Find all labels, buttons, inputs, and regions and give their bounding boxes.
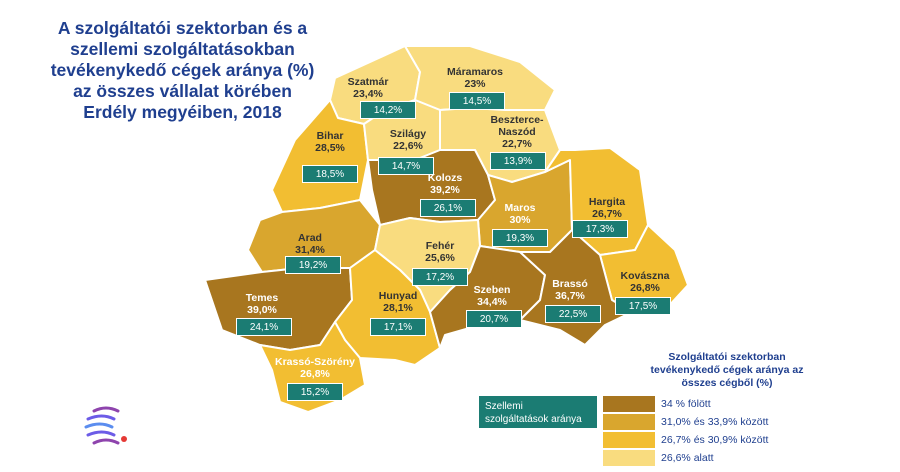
intellectual-share-badge: 19,2% xyxy=(285,256,341,274)
intellectual-share-badge: 18,5% xyxy=(302,165,358,183)
county-name: Kovászna xyxy=(620,270,670,282)
title-line: Erdély megyéiben, 2018 xyxy=(83,102,282,122)
service-share: 22,7% xyxy=(502,138,532,150)
legend-title-line: összes cégből (%) xyxy=(681,377,773,389)
map-title: A szolgáltatói szektorban és a szellemi … xyxy=(20,18,345,123)
label-arad: Arad 31,4% xyxy=(280,232,340,256)
label-krasso: Krassó-Szörény 26,8% xyxy=(270,356,360,380)
intellectual-share-badge: 14,5% xyxy=(449,92,505,110)
legend-swatch xyxy=(603,450,655,466)
label-maros: Maros 30% xyxy=(490,202,550,226)
service-share: 23,4% xyxy=(353,88,383,100)
legend-swatch xyxy=(603,396,655,412)
label-feher: Fehér 25,6% xyxy=(410,240,470,264)
county-name: Naszód xyxy=(498,126,536,138)
legend-item: 26,6% alatt xyxy=(603,450,714,466)
logo-icon xyxy=(84,406,127,445)
legend-label: 31,0% és 33,9% között xyxy=(661,416,769,428)
legend-green-line: Szellemi xyxy=(485,401,523,412)
intellectual-share-badge: 17,5% xyxy=(615,297,671,315)
legend-label: 26,6% alatt xyxy=(661,452,714,464)
intellectual-share-badge: 15,2% xyxy=(287,383,343,401)
service-share: 31,4% xyxy=(295,244,325,256)
intellectual-share-badge: 19,3% xyxy=(492,229,548,247)
label-temes: Temes 39,0% xyxy=(232,292,292,316)
intellectual-share-badge: 17,2% xyxy=(412,268,468,286)
intellectual-share-badge: 14,7% xyxy=(378,157,434,175)
county-name: Brassó xyxy=(552,278,588,290)
legend-item: 26,7% és 30,9% között xyxy=(603,432,768,448)
legend-green-line: szolgáltatások aránya xyxy=(485,414,582,425)
legend-swatch xyxy=(603,432,655,448)
intellectual-share-badge: 24,1% xyxy=(236,318,292,336)
service-share: 23% xyxy=(464,78,486,90)
label-szeben: Szeben 34,4% xyxy=(462,284,522,308)
label-maramaros: Máramaros 23% xyxy=(440,66,510,90)
title-line: A szolgáltatói szektorban és a xyxy=(57,18,308,38)
label-hunyad: Hunyad 28,1% xyxy=(368,290,428,314)
county-name: Fehér xyxy=(425,240,455,252)
label-szatmar: Szatmár 23,4% xyxy=(338,76,398,100)
label-bihar: Bihar 28,5% xyxy=(300,130,360,154)
service-share: 28,5% xyxy=(315,142,345,154)
county-name: Kolozs xyxy=(427,172,463,184)
service-share: 36,7% xyxy=(555,290,585,302)
county-name: Maros xyxy=(504,202,536,214)
county-name: Máramaros xyxy=(446,66,504,78)
title-line: tevékenykedő cégek aránya (%) xyxy=(50,60,315,80)
county-name: Beszterce- xyxy=(490,114,544,126)
legend-intellectual-services: Szellemi szolgáltatások aránya xyxy=(478,395,598,429)
service-share: 26,8% xyxy=(630,282,660,294)
intellectual-share-badge: 17,1% xyxy=(370,318,426,336)
intellectual-share-badge: 17,3% xyxy=(572,220,628,238)
county-name: Temes xyxy=(245,292,279,304)
service-share: 30% xyxy=(509,214,531,226)
legend-item: 31,0% és 33,9% között xyxy=(603,414,768,430)
county-name: Hunyad xyxy=(378,290,418,302)
intellectual-share-badge: 20,7% xyxy=(466,310,522,328)
service-share: 25,6% xyxy=(425,252,455,264)
service-share: 39,2% xyxy=(430,184,460,196)
title-line: szellemi szolgáltatásokban xyxy=(70,39,295,59)
intellectual-share-badge: 14,2% xyxy=(360,101,416,119)
label-szilagy: Szilágy 22,6% xyxy=(378,128,438,152)
county-name: Arad xyxy=(298,232,322,244)
service-share: 39,0% xyxy=(247,304,277,316)
legend-item: 34 % fölött xyxy=(603,396,711,412)
service-share: 22,6% xyxy=(393,140,423,152)
legend-label: 26,7% és 30,9% között xyxy=(661,434,769,446)
county-name: Hargita xyxy=(588,196,626,208)
county-name: Szilágy xyxy=(389,128,427,140)
legend-title-line: Szolgáltatói szektorban xyxy=(668,351,786,363)
label-kolozs: Kolozs 39,2% xyxy=(415,172,475,196)
legend-swatch xyxy=(603,414,655,430)
service-share: 26,7% xyxy=(592,208,622,220)
legend-title-line: tevékenykedő cégek aránya az xyxy=(650,364,804,376)
service-share: 34,4% xyxy=(477,296,507,308)
label-beszterce: Beszterce- Naszód 22,7% xyxy=(482,114,552,150)
county-name: Krassó-Szörény xyxy=(275,356,355,368)
service-share: 26,8% xyxy=(300,368,330,380)
label-hargita: Hargita 26,7% xyxy=(572,196,642,220)
county-name: Szatmár xyxy=(347,76,389,88)
intellectual-share-badge: 22,5% xyxy=(545,305,601,323)
service-share: 28,1% xyxy=(383,302,413,314)
label-kovaszna: Kovászna 26,8% xyxy=(610,270,680,294)
intellectual-share-badge: 26,1% xyxy=(420,199,476,217)
label-brasso: Brassó 36,7% xyxy=(540,278,600,302)
legend-title: Szolgáltatói szektorban tevékenykedő cég… xyxy=(612,351,842,390)
intellectual-share-badge: 13,9% xyxy=(490,152,546,170)
title-line: az összes vállalat körében xyxy=(73,81,292,101)
legend-label: 34 % fölött xyxy=(661,398,711,410)
county-name: Bihar xyxy=(316,130,344,142)
county-name: Szeben xyxy=(473,284,511,296)
